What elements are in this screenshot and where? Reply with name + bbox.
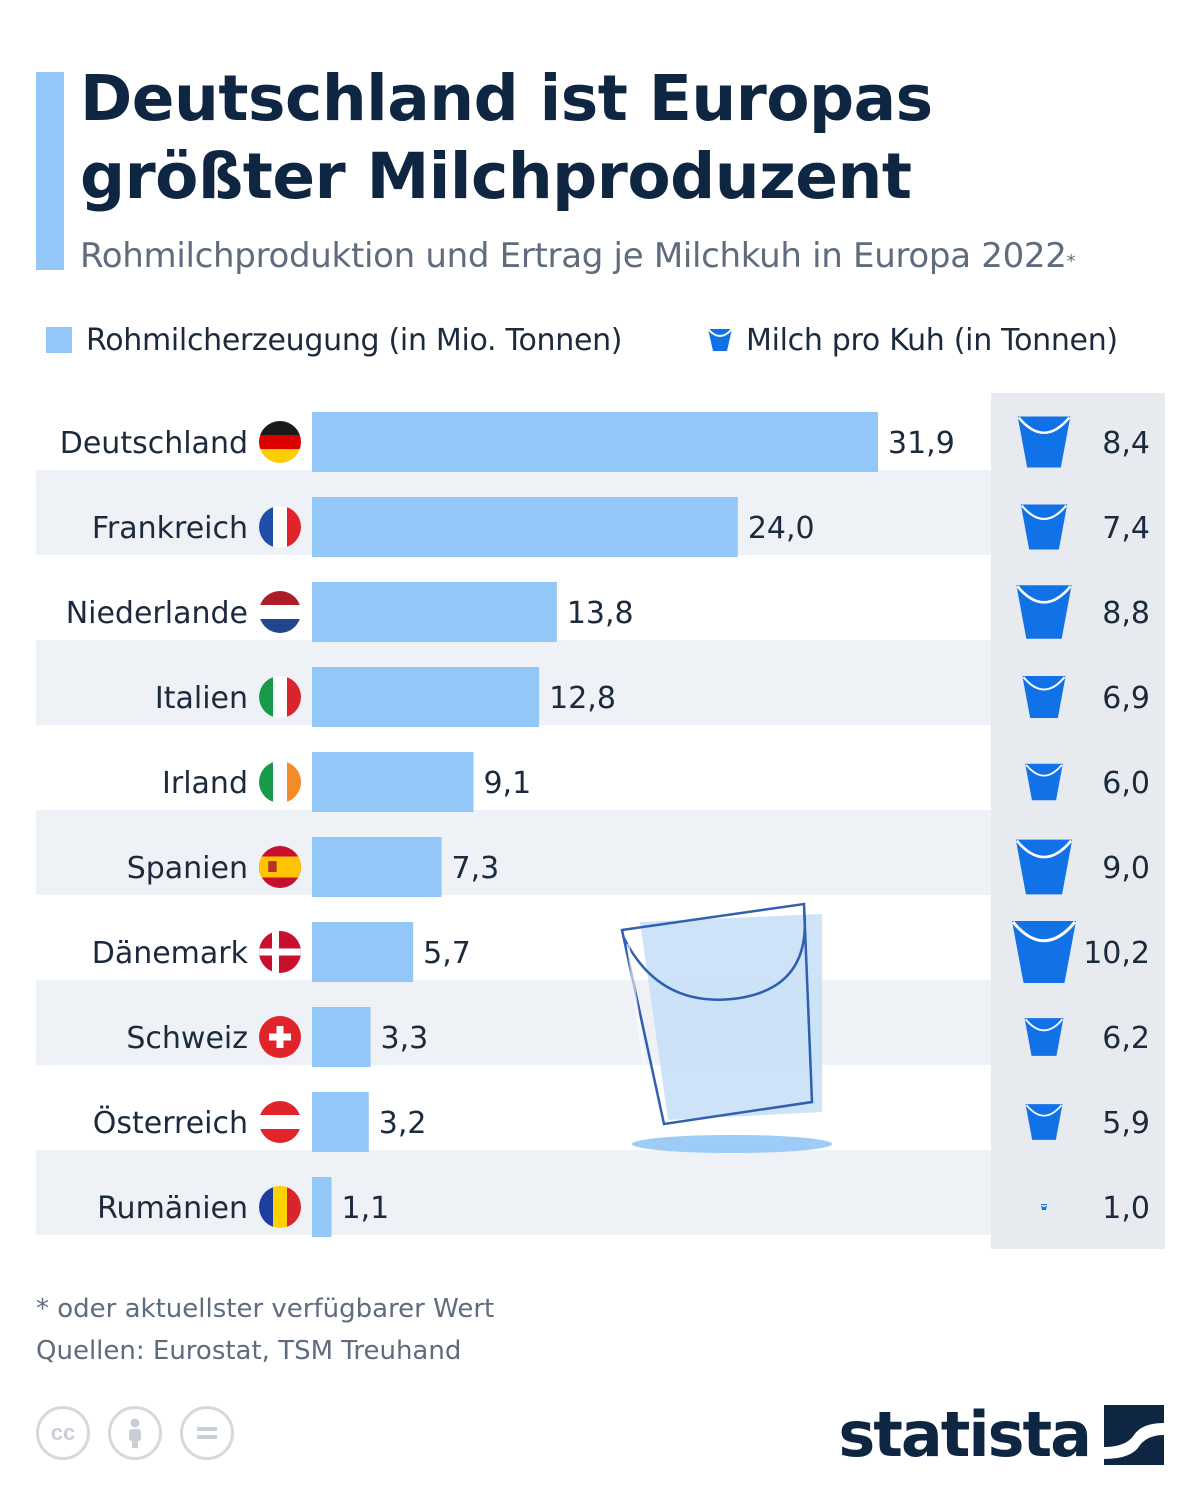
- title-line-2: größter Milchproduzent: [80, 140, 912, 213]
- production-bar: [312, 1177, 332, 1237]
- production-bar: [312, 837, 442, 897]
- country-label: Schweiz: [126, 1021, 248, 1056]
- chart-row: Niederlande 13,8 8,8: [66, 582, 1150, 642]
- pail-icon: [1016, 585, 1072, 639]
- per-cow-value-label: 8,4: [1102, 426, 1150, 461]
- row-stripe: [36, 1150, 991, 1235]
- country-label: Spanien: [127, 851, 248, 886]
- flag-dk-icon: [259, 931, 301, 973]
- country-label: Dänemark: [92, 936, 249, 971]
- chart-row: Österreich 3,2 5,9: [93, 1092, 1150, 1152]
- production-value-label: 13,8: [567, 596, 634, 631]
- pail-legend-icon: [707, 328, 733, 351]
- per-cow-value-label: 6,2: [1102, 1021, 1150, 1056]
- subtitle-text: Rohmilchproduktion und Ertrag je Milchku…: [80, 236, 1067, 276]
- chart-row: Rumänien 1,1 1,0: [97, 1177, 1150, 1237]
- flag-ro-icon: [259, 1186, 301, 1228]
- production-bar: [312, 582, 557, 642]
- by-icon[interactable]: [108, 1406, 162, 1460]
- country-label: Irland: [162, 766, 248, 801]
- legend-per-cow-label: Milch pro Kuh (in Tonnen): [746, 322, 1118, 358]
- production-bar: [312, 497, 738, 557]
- flag-nl-icon: [259, 591, 301, 633]
- decorative-pail-illustration: [620, 902, 832, 1153]
- chart-row: Italien 12,8 6,9: [155, 667, 1150, 727]
- statista-logo[interactable]: statista: [838, 1398, 1164, 1471]
- flag-ie-icon: [259, 761, 301, 803]
- title-line-1: Deutschland ist Europas: [80, 62, 933, 135]
- flag-at-icon: [259, 1101, 301, 1143]
- subtitle-footnote-mark: *: [1066, 251, 1076, 272]
- production-value-label: 24,0: [748, 511, 815, 546]
- pail-icon: [1015, 839, 1073, 895]
- country-label: Österreich: [93, 1105, 248, 1141]
- legend-production-label: Rohmilcherzeugung (in Mio. Tonnen): [86, 322, 623, 358]
- license-icons: cc: [36, 1406, 252, 1460]
- legend-per-cow: Milch pro Kuh (in Tonnen): [706, 316, 1118, 364]
- chart-row: Deutschland 31,9 8,4: [60, 412, 1150, 472]
- production-value-label: 9,1: [483, 766, 531, 801]
- production-value-label: 3,3: [381, 1021, 429, 1056]
- production-bar: [312, 1007, 371, 1067]
- production-bar: [312, 1092, 369, 1152]
- pail-icon: [1024, 1018, 1064, 1056]
- per-cow-value-label: 10,2: [1083, 936, 1150, 971]
- legend-swatch-icon: [46, 327, 72, 353]
- production-value-label: 1,1: [342, 1191, 390, 1226]
- pail-icon: [1011, 921, 1077, 983]
- cc-icon[interactable]: cc: [36, 1406, 90, 1460]
- flag-fr-icon: [259, 506, 301, 548]
- pail-icon: [1040, 1203, 1048, 1211]
- per-cow-value-label: 5,9: [1102, 1106, 1150, 1141]
- per-cow-value-label: 8,8: [1102, 596, 1150, 631]
- chart-row: Schweiz 3,3 6,2: [126, 1007, 1150, 1067]
- sources: Quellen: Eurostat, TSM Treuhand: [36, 1336, 462, 1366]
- legend-production: Rohmilcherzeugung (in Mio. Tonnen): [46, 316, 623, 364]
- production-value-label: 3,2: [379, 1106, 427, 1141]
- per-cow-panel: [991, 393, 1165, 1249]
- row-stripe: [36, 810, 991, 895]
- pail-icon: [1025, 763, 1063, 801]
- pail-icon: [1020, 504, 1068, 550]
- country-label: Niederlande: [66, 596, 248, 631]
- production-bar: [312, 752, 474, 812]
- statista-mark-icon: [1104, 1404, 1164, 1465]
- page-title: Deutschland ist Europas größter Milchpro…: [80, 60, 1160, 216]
- production-value-label: 12,8: [549, 681, 616, 716]
- production-value-label: 5,7: [423, 936, 471, 971]
- country-label: Deutschland: [60, 426, 248, 461]
- chart-row: Dänemark 5,7 10,2: [92, 921, 1150, 983]
- production-bar: [312, 412, 878, 472]
- per-cow-value-label: 6,0: [1102, 766, 1150, 801]
- brand-name: statista: [838, 1398, 1092, 1471]
- pail-icon: [1022, 676, 1066, 718]
- milk-production-chart: Deutschland 31,9 8,4 Frankreich 24,0 7,4 Niede…: [36, 393, 1165, 1249]
- chart-row: Spanien 7,3 9,0: [127, 837, 1150, 897]
- production-value-label: 31,9: [888, 426, 955, 461]
- subtitle: Rohmilchproduktion und Ertrag je Milchku…: [80, 232, 1180, 280]
- per-cow-value-label: 6,9: [1102, 681, 1150, 716]
- country-label: Frankreich: [92, 511, 248, 546]
- per-cow-value-label: 1,0: [1102, 1191, 1150, 1226]
- flag-es-icon: [259, 846, 301, 888]
- production-value-label: 7,3: [452, 851, 500, 886]
- title-accent-bar: [36, 72, 64, 270]
- per-cow-value-label: 9,0: [1102, 851, 1150, 886]
- flag-de-icon: [259, 421, 301, 463]
- production-bar: [312, 667, 540, 727]
- chart-row: Irland 9,1 6,0: [162, 752, 1150, 812]
- footnote: * oder aktuellster verfügbarer Wert: [36, 1294, 495, 1324]
- chart-row: Frankreich 24,0 7,4: [92, 497, 1150, 557]
- row-stripe: [36, 980, 991, 1065]
- pail-icon: [1025, 1104, 1063, 1140]
- flag-it-icon: [259, 676, 301, 718]
- country-label: Rumänien: [97, 1191, 248, 1226]
- flag-ch-icon: [259, 1016, 301, 1058]
- production-bar: [312, 922, 414, 982]
- pail-icon: [1017, 416, 1071, 468]
- per-cow-value-label: 7,4: [1102, 511, 1150, 546]
- nd-icon[interactable]: [180, 1406, 234, 1460]
- country-label: Italien: [155, 681, 248, 716]
